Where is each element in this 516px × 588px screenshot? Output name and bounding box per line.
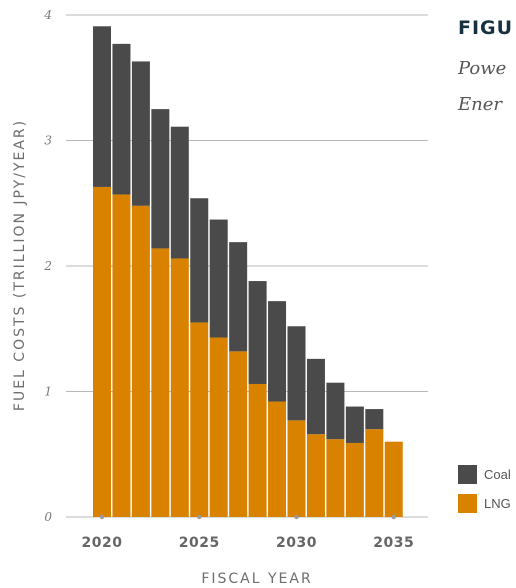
x-tick-label: 2030 [276, 535, 317, 551]
y-tick-label: 3 [44, 134, 52, 148]
bar-coal-2022 [131, 61, 150, 206]
bar-lng-2023 [151, 248, 170, 517]
y-tick-label: 1 [44, 385, 52, 399]
y-tick-labels: 0 1 2 3 4 [43, 8, 52, 524]
bar-coal-2020 [93, 26, 111, 187]
legend-swatch-lng [458, 494, 477, 513]
y-tick-label: 0 [44, 510, 52, 524]
bar-coal-2021 [112, 43, 131, 195]
bar-coal-2030 [287, 326, 306, 421]
x-tick-mark-2035 [391, 514, 396, 520]
bar-lng-2032 [326, 439, 345, 517]
bar-lng-2025 [190, 322, 209, 517]
x-tick-label: 2035 [373, 535, 414, 551]
bar-coal-2024 [170, 126, 189, 259]
bar-lng-2030 [287, 420, 306, 517]
bar-lng-2031 [306, 434, 325, 517]
bar-lng-2021 [112, 194, 131, 517]
bar-coal-2025 [190, 198, 209, 323]
bar-coal-2032 [326, 382, 345, 440]
x-tick-mark-2025 [197, 514, 202, 520]
y-axis-label: FUEL COSTS (TRILLION JPY/YEAR) [12, 119, 28, 411]
bar-coal-2031 [306, 358, 325, 435]
bar-lng-2026 [209, 337, 228, 517]
x-tick-label: 2020 [82, 535, 123, 551]
bar-lng-2022 [131, 205, 150, 517]
bar-coal-2034 [365, 409, 384, 430]
legend: Coal LNG [458, 465, 511, 513]
bar-lng-2027 [229, 351, 248, 517]
bar-lng-2028 [248, 383, 267, 517]
y-tick-label: 2 [43, 259, 52, 273]
x-axis-label: FISCAL YEAR [201, 571, 312, 587]
bar-coal-2023 [151, 109, 170, 249]
y-tick-label: 4 [43, 8, 52, 22]
bar-coal-2027 [229, 242, 248, 352]
x-tick-label: 2025 [179, 535, 220, 551]
figure-subtitle-line-1: Powe [457, 58, 506, 79]
bar-coal-2033 [345, 406, 364, 443]
bar-coal-2028 [248, 281, 267, 384]
legend-label-coal: Coal [484, 467, 511, 482]
bar-coal-2026 [209, 219, 228, 338]
bars [93, 26, 403, 517]
figure-title: FIGU [458, 17, 513, 39]
legend-swatch-coal [458, 465, 477, 484]
legend-label-lng: LNG [484, 496, 511, 511]
x-tick-mark-2030 [294, 514, 299, 520]
bar-lng-2035 [384, 441, 403, 517]
bar-lng-2029 [268, 401, 287, 517]
figure-subtitle-line-2: Ener [457, 94, 503, 115]
x-tick-labels: 2020 2025 2030 2035 [82, 514, 414, 551]
x-tick-mark-2020 [99, 514, 105, 520]
bar-lng-2033 [345, 442, 364, 517]
bar-coal-2029 [268, 301, 287, 402]
bar-lng-2020 [93, 186, 111, 517]
bar-lng-2034 [365, 429, 384, 517]
bar-lng-2024 [170, 258, 189, 517]
